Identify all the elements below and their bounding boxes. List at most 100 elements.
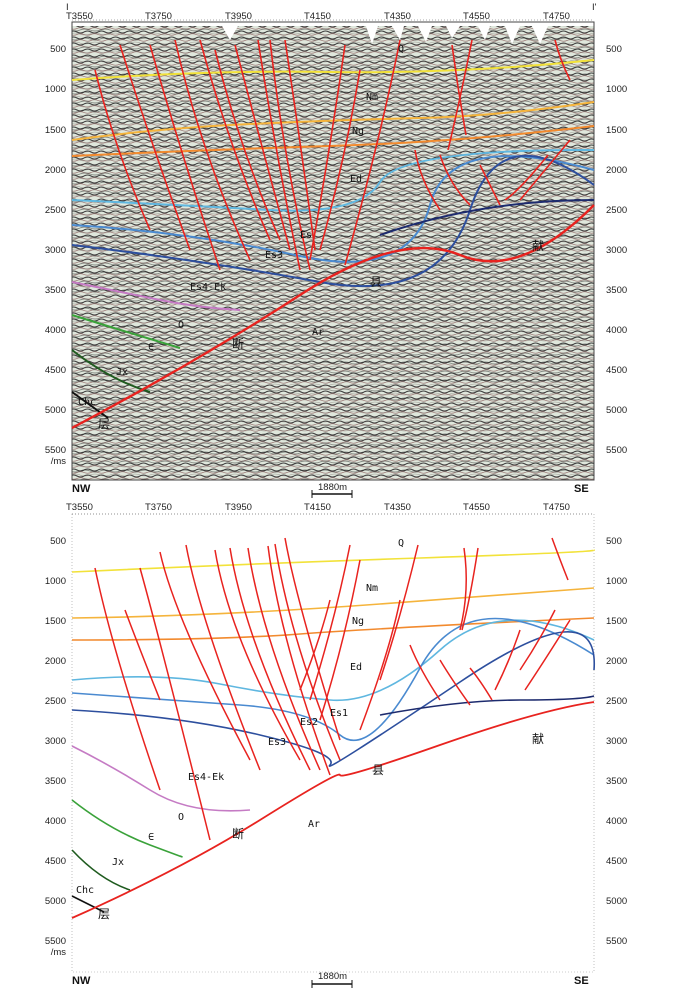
horizon-chc-base bbox=[71, 391, 109, 419]
horizon-cambrian-base bbox=[71, 314, 181, 349]
horizon-o-base bbox=[71, 281, 241, 311]
trace-label: T4150 bbox=[304, 502, 331, 513]
trace-label: T3550 bbox=[66, 502, 93, 513]
time-tick: 4500 bbox=[606, 365, 627, 376]
seismic-panel: Q Nm Ng Ed Es Es3 Es4-Ek O ∈ Jx Chc Ar 断… bbox=[45, 2, 627, 498]
seismic-horizons bbox=[71, 59, 595, 419]
time-tick: 2500 bbox=[606, 696, 627, 707]
interpretation-time-axis-left: 500 1000 1500 2000 2500 3000 3500 4000 4… bbox=[45, 536, 66, 958]
seismic-label-nm: Nm bbox=[366, 92, 378, 103]
interp-label-duan: 断 bbox=[232, 826, 244, 841]
time-tick: 3500 bbox=[45, 285, 66, 296]
horizon-es2-base bbox=[71, 154, 595, 288]
seismic-left-end: NW bbox=[72, 483, 91, 495]
seismic-label-es: Es bbox=[300, 230, 312, 241]
horizon-q-base bbox=[71, 59, 595, 81]
interp-label-cambrian: ∈ bbox=[148, 832, 154, 843]
time-tick: 5500 bbox=[45, 445, 66, 456]
horizon-jx-base bbox=[71, 849, 131, 891]
time-tick: 1000 bbox=[606, 84, 627, 95]
time-tick: 2000 bbox=[45, 656, 66, 667]
interp-label-o: O bbox=[178, 812, 184, 823]
main-detachment-fault bbox=[71, 701, 595, 919]
horizon-ed-base bbox=[71, 148, 595, 212]
time-tick: 1500 bbox=[606, 125, 627, 136]
time-tick: 2000 bbox=[606, 165, 627, 176]
seismic-labels: Q Nm Ng Ed Es Es3 Es4-Ek O ∈ Jx Chc Ar 断… bbox=[78, 44, 544, 431]
seismic-label-q: Q bbox=[398, 44, 404, 55]
time-tick: 1500 bbox=[45, 125, 66, 136]
interp-label-jx: Jx bbox=[112, 857, 124, 868]
seismic-label-ed: Ed bbox=[350, 174, 362, 185]
time-tick: 1500 bbox=[45, 616, 66, 627]
horizon-es1-base bbox=[71, 155, 595, 263]
time-tick: 5000 bbox=[45, 896, 66, 907]
seismic-label-cambrian: ∈ bbox=[148, 342, 154, 353]
time-tick: 2000 bbox=[45, 165, 66, 176]
time-tick: 2500 bbox=[606, 205, 627, 216]
time-tick: 2500 bbox=[45, 205, 66, 216]
time-tick: 5000 bbox=[45, 405, 66, 416]
horizon-ng-base bbox=[71, 617, 595, 641]
interpretation-faults bbox=[71, 537, 595, 919]
time-tick: 3500 bbox=[606, 776, 627, 787]
seismic-label-ng: Ng bbox=[352, 126, 364, 137]
time-tick: 5500 bbox=[606, 445, 627, 456]
time-tick: 3000 bbox=[45, 736, 66, 747]
time-tick: 4500 bbox=[45, 365, 66, 376]
seismic-label-xian2: 献 bbox=[532, 238, 544, 253]
time-tick: 3500 bbox=[606, 285, 627, 296]
time-tick: 2500 bbox=[45, 696, 66, 707]
horizon-chc-base bbox=[71, 895, 105, 913]
time-tick: 1000 bbox=[45, 84, 66, 95]
time-tick: 5500 bbox=[45, 936, 66, 947]
time-tick: 2000 bbox=[606, 656, 627, 667]
trace-label: T3750 bbox=[145, 502, 172, 513]
seismic-label-xian: 县 bbox=[370, 275, 382, 289]
interp-label-es1: Es1 bbox=[330, 708, 348, 719]
trace-label: T4750 bbox=[543, 11, 570, 22]
trace-label: T4550 bbox=[463, 11, 490, 22]
scale-bar-label: 1880m bbox=[318, 971, 347, 982]
interpretation-trace-axis: T3550 T3750 T3950 T4150 T4350 T4550 T475… bbox=[66, 502, 594, 515]
horizon-es4-base bbox=[379, 199, 595, 236]
time-tick: 4000 bbox=[606, 816, 627, 827]
interpretation-horizons bbox=[71, 549, 595, 913]
time-tick: 5500 bbox=[606, 936, 627, 947]
interpretation-time-axis-right: 500 1000 1500 2000 2500 3000 3500 4000 4… bbox=[606, 536, 627, 947]
time-tick: 4000 bbox=[45, 816, 66, 827]
trace-label: T4350 bbox=[384, 502, 411, 513]
time-tick: 5000 bbox=[606, 405, 627, 416]
seismic-label-duan: 断 bbox=[232, 336, 244, 351]
interp-label-es3: Es3 bbox=[268, 737, 286, 748]
seismic-label-ceng: 层 bbox=[98, 417, 110, 431]
horizon-es4-base bbox=[379, 695, 595, 716]
line-end-marker: I' bbox=[592, 2, 597, 13]
trace-label: T4150 bbox=[304, 11, 331, 22]
interp-label-ed: Ed bbox=[350, 662, 362, 673]
interp-label-es4-ek: Es4-Ek bbox=[188, 772, 224, 783]
trace-label: T3750 bbox=[145, 11, 172, 22]
time-tick: 4500 bbox=[45, 856, 66, 867]
trace-label: T3550 bbox=[66, 11, 93, 22]
horizon-o-base bbox=[71, 745, 251, 812]
interp-label-xian: 县 bbox=[372, 763, 384, 777]
trace-label: T4550 bbox=[463, 502, 490, 513]
time-tick: 500 bbox=[606, 44, 622, 55]
seismic-faults bbox=[71, 39, 595, 430]
trace-label: T4750 bbox=[543, 502, 570, 513]
time-tick: 1000 bbox=[606, 576, 627, 587]
time-tick: 1500 bbox=[606, 616, 627, 627]
time-tick: 1000 bbox=[45, 576, 66, 587]
time-tick: 500 bbox=[50, 44, 66, 55]
time-tick: 3000 bbox=[606, 736, 627, 747]
horizon-ed-base bbox=[71, 619, 595, 702]
seismic-time-axis-right: 500 1000 1500 2000 2500 3000 3500 4000 4… bbox=[606, 44, 627, 456]
seismic-trace-axis: T3550 T3750 T3950 T4150 T4350 T4550 T475… bbox=[66, 11, 594, 22]
seismic-label-ar: Ar bbox=[312, 327, 324, 338]
interpretation-labels: Q Nm Ng Ed Es1 Es2 Es3 Es4-Ek O ∈ Jx Chc… bbox=[76, 538, 544, 921]
interp-label-ar: Ar bbox=[308, 819, 320, 830]
seismic-scale-bar: 1880m bbox=[311, 482, 353, 498]
seismic-right-end: SE bbox=[574, 483, 589, 495]
